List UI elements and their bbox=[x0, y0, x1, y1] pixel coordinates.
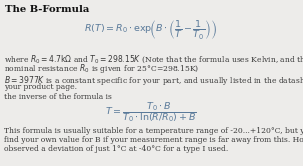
Text: $R(T) = R_0 \cdot \mathrm{exp}\!\left( B \cdot \left( \dfrac{1}{T} - \dfrac{1}{T: $R(T) = R_0 \cdot \mathrm{exp}\!\left( B… bbox=[85, 18, 218, 41]
Text: where $R_0 = 4.7\mathrm{k\Omega}$ and $T_0 = 298.15K$ (Note that the formula use: where $R_0 = 4.7\mathrm{k\Omega}$ and $T… bbox=[4, 53, 303, 65]
Text: This formula is usually suitable for a temperature range of -20...+120°C, but yo: This formula is usually suitable for a t… bbox=[4, 127, 303, 135]
Text: observed a deviation of just 1°C at -40°C for a type I used.: observed a deviation of just 1°C at -40°… bbox=[4, 145, 228, 153]
Text: your product page.: your product page. bbox=[4, 83, 77, 91]
Text: the inverse of the formula is: the inverse of the formula is bbox=[4, 93, 112, 101]
Text: nominal resistance $R_0$ is given for 25°C=298.15K): nominal resistance $R_0$ is given for 25… bbox=[4, 62, 199, 75]
Text: $T = \dfrac{T_0 \cdot B}{T_0 \cdot \ln(R/R_0) + B}$: $T = \dfrac{T_0 \cdot B}{T_0 \cdot \ln(R… bbox=[105, 100, 197, 124]
Text: find your own value for B if your measurement range is far away from this. Howev: find your own value for B if your measur… bbox=[4, 136, 303, 144]
Text: $B = 3977K$ is a constant specific for your part, and usually listed in the data: $B = 3977K$ is a constant specific for y… bbox=[4, 74, 303, 87]
Text: The B-Formula: The B-Formula bbox=[5, 5, 89, 14]
